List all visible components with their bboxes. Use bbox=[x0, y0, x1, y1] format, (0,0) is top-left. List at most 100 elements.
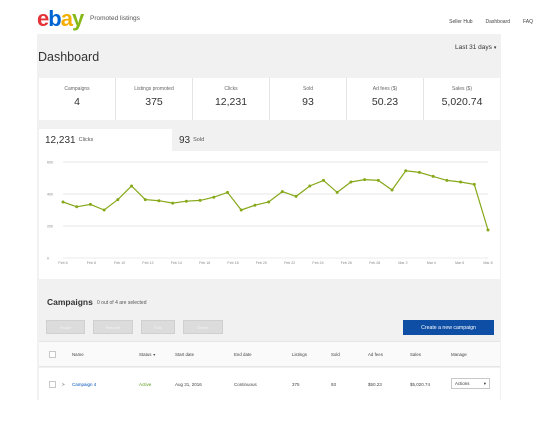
data-point[interactable] bbox=[445, 178, 449, 182]
chevron-down-icon: ▾ bbox=[483, 380, 486, 386]
delete-button[interactable]: Delete bbox=[183, 320, 223, 334]
column-sales[interactable]: Sales bbox=[410, 352, 421, 357]
data-point[interactable] bbox=[417, 170, 421, 174]
logo-letter: b bbox=[48, 6, 61, 31]
data-point[interactable] bbox=[184, 199, 188, 203]
series-line bbox=[62, 170, 489, 231]
data-point[interactable] bbox=[157, 199, 161, 203]
pause-button[interactable]: Pause bbox=[46, 320, 85, 334]
x-tick-label: Feb 24 bbox=[312, 261, 323, 265]
stat-value: 375 bbox=[145, 96, 163, 108]
data-point[interactable] bbox=[171, 201, 175, 205]
page-title: Dashboard bbox=[38, 50, 100, 64]
x-tick-label: Feb 22 bbox=[284, 261, 295, 265]
stat-value: 4 bbox=[74, 96, 80, 108]
ebay-logo[interactable]: ebay bbox=[37, 6, 84, 31]
x-tick-label: Mar 6 bbox=[455, 261, 464, 265]
data-point[interactable] bbox=[130, 184, 134, 188]
data-point[interactable] bbox=[376, 178, 380, 182]
tab-number: 12,231 bbox=[45, 134, 76, 146]
nav-link-seller-hub[interactable]: Seller Hub bbox=[449, 19, 473, 25]
campaign-listings: 375 bbox=[292, 382, 300, 387]
column-status[interactable]: Status▼ bbox=[139, 352, 156, 357]
stat-label: Ad fees ($) bbox=[372, 86, 398, 92]
expand-row-icon[interactable]: > bbox=[62, 382, 65, 387]
data-point[interactable] bbox=[431, 174, 435, 178]
top-bar: ebay Promoted listings Seller Hub Dashbo… bbox=[0, 0, 539, 34]
data-point[interactable] bbox=[294, 194, 298, 198]
edit-button[interactable]: Edit bbox=[141, 320, 175, 334]
chevron-down-icon: ▾ bbox=[493, 45, 497, 51]
stat-label: Listings promoted bbox=[134, 86, 174, 92]
logo-letter: y bbox=[71, 6, 84, 31]
campaigns-selection-count: 0 out of 4 are selected bbox=[97, 300, 147, 306]
column-ad-fees[interactable]: Ad fees bbox=[368, 352, 383, 357]
x-tick-label: Mar 4 bbox=[427, 261, 436, 265]
nav-link-faq[interactable]: FAQ bbox=[522, 19, 533, 25]
date-range-select[interactable]: Last 31 days ▾ bbox=[455, 44, 496, 51]
stat-clicks: Clicks 12,231 bbox=[193, 78, 270, 120]
x-tick-label: Feb 14 bbox=[171, 261, 182, 265]
column-sold[interactable]: Sold bbox=[331, 352, 340, 357]
data-point[interactable] bbox=[116, 198, 120, 202]
actions-dropdown[interactable]: Actions ▾ bbox=[451, 378, 490, 389]
column-status-label: Status bbox=[139, 352, 152, 357]
data-point[interactable] bbox=[102, 208, 106, 212]
campaign-name-link[interactable]: Campaign 4 bbox=[72, 382, 97, 387]
resume-button[interactable]: Resume bbox=[93, 320, 133, 334]
create-campaign-button[interactable]: Create a new campaign bbox=[403, 320, 494, 335]
data-point[interactable] bbox=[226, 190, 230, 194]
data-point[interactable] bbox=[239, 208, 243, 212]
x-tick-label: Mar 8 bbox=[483, 261, 492, 265]
column-name[interactable]: Name bbox=[72, 352, 84, 357]
stat-label: Sold bbox=[302, 86, 313, 92]
x-tick-label: Feb 12 bbox=[142, 261, 153, 265]
data-point[interactable] bbox=[212, 195, 216, 199]
x-tick-label: Feb 28 bbox=[369, 261, 380, 265]
data-point[interactable] bbox=[459, 180, 463, 184]
logo-letter: a bbox=[60, 6, 73, 31]
data-point[interactable] bbox=[363, 178, 367, 182]
data-point[interactable] bbox=[253, 203, 257, 207]
data-point[interactable] bbox=[349, 180, 353, 184]
chart-tabs: 12,231 Clicks 93 Sold bbox=[39, 129, 500, 151]
clicks-line-chart: 600 400 200 0 Feb 6 Feb 8 Feb 10 Feb 12 Feb 14 Fe… bbox=[47, 160, 493, 265]
data-point[interactable] bbox=[404, 169, 408, 173]
data-point[interactable] bbox=[280, 190, 284, 194]
y-tick-label: 200 bbox=[47, 224, 53, 228]
column-listings[interactable]: Listings bbox=[292, 352, 307, 357]
data-point[interactable] bbox=[75, 205, 79, 209]
column-end-date[interactable]: End date bbox=[234, 352, 252, 357]
data-point[interactable] bbox=[61, 200, 65, 204]
data-point[interactable] bbox=[88, 202, 92, 206]
data-point[interactable] bbox=[267, 200, 271, 204]
data-point[interactable] bbox=[198, 198, 202, 202]
stats-bar: Campaigns 4 Listings promoted 375 Clicks… bbox=[39, 78, 500, 120]
stat-sold: Sold 93 bbox=[270, 78, 347, 120]
stat-sales: Sales ($) 5,020.74 bbox=[424, 78, 500, 120]
x-tick-label: Mar 2 bbox=[398, 261, 407, 265]
data-point[interactable] bbox=[390, 188, 394, 192]
x-tick-label: Feb 10 bbox=[114, 261, 125, 265]
column-start-date[interactable]: Start date bbox=[175, 352, 195, 357]
select-all-checkbox[interactable] bbox=[49, 351, 56, 358]
row-checkbox[interactable] bbox=[49, 381, 56, 388]
data-point[interactable] bbox=[143, 198, 147, 202]
stat-value: 50.23 bbox=[371, 96, 399, 108]
y-tick-label: 0 bbox=[47, 256, 49, 260]
tab-clicks[interactable]: 12,231 Clicks bbox=[39, 129, 172, 151]
data-point[interactable] bbox=[486, 228, 490, 232]
data-point[interactable] bbox=[308, 184, 312, 188]
chart-panel: 12,231 Clicks 93 Sold 600 400 200 0 Feb 6 Feb… bbox=[39, 129, 500, 279]
data-point[interactable] bbox=[321, 178, 325, 182]
stat-label: Campaigns bbox=[64, 86, 90, 92]
logo-letter: e bbox=[37, 6, 49, 31]
nav-link-dashboard[interactable]: Dashboard bbox=[485, 19, 510, 25]
x-tick-label: Feb 20 bbox=[256, 261, 267, 265]
tab-sold[interactable]: 93 Sold bbox=[173, 129, 210, 151]
data-point[interactable] bbox=[335, 190, 339, 194]
data-point[interactable] bbox=[472, 182, 476, 186]
tab-unit: Clicks bbox=[78, 137, 94, 143]
y-tick-label: 600 bbox=[47, 160, 53, 164]
